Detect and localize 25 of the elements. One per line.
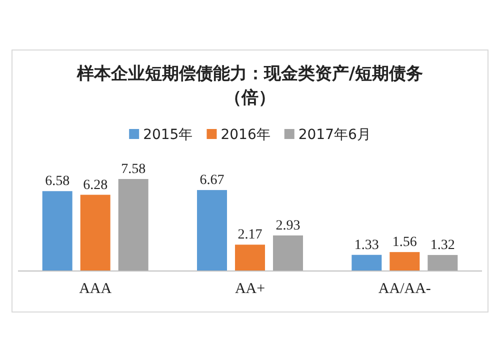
legend-label: 2015年 — [143, 127, 193, 143]
data-label: 2.93 — [276, 218, 300, 234]
bar — [42, 191, 72, 271]
bar — [273, 235, 303, 271]
bar — [352, 254, 382, 271]
data-label: 1.32 — [430, 238, 455, 253]
data-label: 6.67 — [200, 173, 224, 188]
x-tick-label: AA/AA- — [378, 281, 431, 297]
bar — [428, 254, 458, 271]
data-label: 6.58 — [45, 174, 70, 190]
bar — [118, 179, 148, 271]
chart-title: 样本企业短期偿债能力：现金类资产/短期债务（倍） — [76, 63, 424, 110]
legend-label: 2017年6月 — [298, 127, 371, 143]
bar — [235, 244, 265, 271]
legend-label: 2016年 — [220, 127, 270, 143]
bar — [80, 194, 110, 271]
data-label: 1.33 — [354, 238, 379, 253]
data-label: 2.17 — [238, 228, 262, 243]
x-tick-label: AA+ — [234, 281, 266, 297]
x-tick-label: AAA — [79, 281, 112, 297]
data-label: 6.28 — [83, 178, 108, 193]
data-label: 1.56 — [392, 235, 417, 250]
data-label: 7.58 — [121, 162, 146, 177]
bar — [197, 190, 227, 271]
bar — [390, 252, 420, 271]
